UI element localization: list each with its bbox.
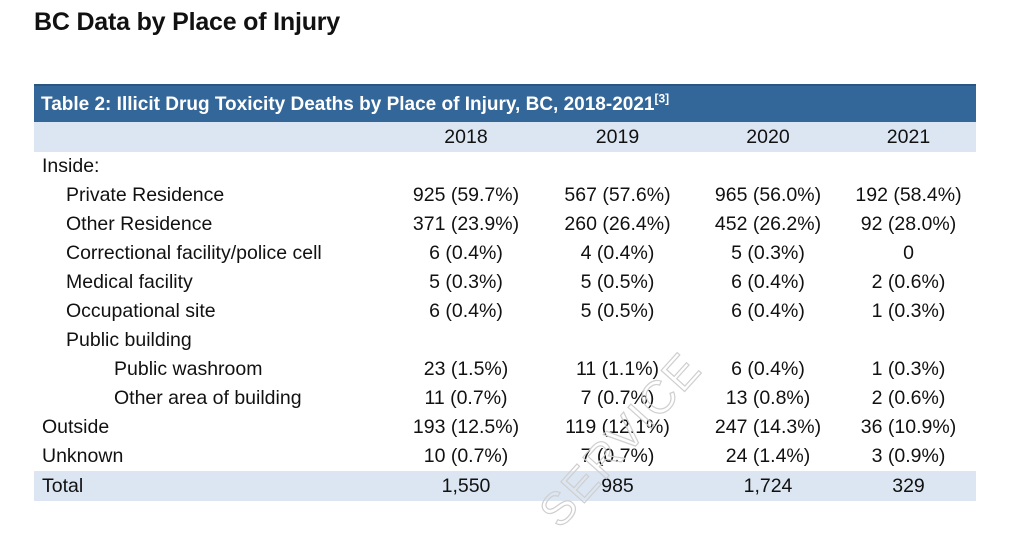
row-label: Public washroom	[114, 358, 263, 380]
row-value-2021	[841, 152, 976, 181]
row-label: Occupational site	[66, 300, 216, 322]
total-value-2019: 985	[540, 471, 695, 501]
table-row: Inside:	[34, 152, 976, 181]
row-value-2018	[392, 152, 540, 181]
total-value-2018: 1,550	[392, 471, 540, 501]
table-row: Private Residence 925 (59.7%) 567 (57.6%) 9…	[34, 181, 976, 210]
header-cell-2021: 2021	[886, 125, 931, 148]
table-row: Unknown 10 (0.7%) 7 (0.7%) 24 (1.4%) 3 (0.9%…	[34, 442, 976, 471]
row-value-2020: 5 (0.3%)	[731, 242, 805, 264]
table-row: Other area of building 11 (0.7%) 7 (0.7%) 1…	[34, 384, 976, 413]
row-value-2021: 1 (0.3%)	[871, 358, 946, 380]
header-cell-2019: 2019	[595, 125, 640, 148]
row-label: Private Residence	[66, 184, 225, 206]
row-value-2020: 6 (0.4%)	[731, 358, 805, 380]
row-value-2019: 7 (0.7%)	[580, 387, 655, 409]
total-value-2021: 329	[841, 471, 976, 501]
row-value-2020: 452 (26.2%)	[714, 213, 822, 235]
row-value-2021	[841, 326, 976, 355]
row-value-2019: 5 (0.5%)	[580, 271, 655, 293]
row-value-2019: 119 (12.1%)	[565, 416, 670, 438]
row-value-2018	[392, 326, 540, 355]
row-value-2020: 247 (14.3%)	[714, 416, 822, 438]
row-value-2019: 260 (26.4%)	[564, 213, 671, 235]
row-value-2019: 567 (57.6%)	[564, 184, 671, 206]
row-label: Correctional facility/police cell	[66, 242, 322, 264]
total-value-2020: 1,724	[695, 471, 841, 501]
data-table-container: Table 2: Illicit Drug Toxicity Deaths by…	[34, 84, 976, 501]
row-label: Outside	[42, 416, 110, 438]
row-label: Other area of building	[114, 387, 302, 409]
row-value-2018: 925 (59.7%)	[412, 184, 520, 206]
table-body: Inside: Private Residence 925 (59.7%) 567 (…	[34, 152, 976, 471]
total-row: Total 1,550 985 1,724 329	[34, 471, 976, 501]
row-value-2021: 1 (0.3%)	[871, 300, 946, 322]
header-cell-label	[34, 122, 392, 152]
row-value-2020: 24 (1.4%)	[725, 445, 811, 467]
row-value-2021: 2 (0.6%)	[871, 387, 946, 409]
row-value-2019: 11 (1.1%)	[575, 358, 660, 380]
row-label: Medical facility	[66, 271, 193, 293]
table-header-row: 2018 2019 2020 2021	[34, 122, 976, 152]
row-value-2018: 10 (0.7%)	[423, 445, 509, 467]
table-caption-reference[interactable]: [3]	[654, 91, 670, 106]
table-caption-text: Table 2: Illicit Drug Toxicity Deaths by…	[41, 94, 655, 115]
row-value-2020: 6 (0.4%)	[731, 300, 805, 322]
row-value-2018: 371 (23.9%)	[412, 213, 520, 235]
table-row: Correctional facility/police cell 6 (0.4%…	[34, 239, 976, 268]
row-value-2018: 23 (1.5%)	[423, 358, 509, 380]
table-row: Medical facility 5 (0.3%) 5 (0.5%) 6 (0.4%)…	[34, 268, 976, 297]
header-cell-2018: 2018	[444, 125, 488, 148]
row-label: Public building	[66, 329, 192, 351]
row-value-2020: 6 (0.4%)	[731, 271, 805, 293]
table-caption: Table 2: Illicit Drug Toxicity Deaths by…	[34, 84, 976, 122]
row-value-2021: 192 (58.4%)	[855, 184, 962, 206]
row-value-2021: 36 (10.9%)	[860, 416, 957, 438]
header-cell-2020: 2020	[746, 125, 790, 148]
row-value-2021: 3 (0.9%)	[871, 445, 946, 467]
row-value-2019: 4 (0.4%)	[580, 242, 655, 264]
row-value-2018: 11 (0.7%)	[424, 387, 508, 409]
table-row: Outside 193 (12.5%) 119 (12.1%) 247 (14.3%)…	[34, 413, 976, 442]
row-label: Inside:	[42, 155, 100, 177]
row-value-2018: 193 (12.5%)	[412, 416, 520, 438]
table-row: Occupational site 6 (0.4%) 5 (0.5%) 6 (0.4%…	[34, 297, 976, 326]
table-row: Other Residence 371 (23.9%) 260 (26.4%) 452…	[34, 210, 976, 239]
row-value-2021: 92 (28.0%)	[860, 213, 957, 235]
table-row: Public building	[34, 326, 976, 355]
row-value-2019: 7 (0.7%)	[580, 445, 655, 467]
row-value-2021: 0	[903, 242, 914, 264]
row-value-2018: 5 (0.3%)	[429, 271, 503, 293]
row-value-2020	[695, 326, 841, 355]
row-label: Unknown	[42, 445, 124, 467]
row-label: Other Residence	[66, 213, 213, 235]
page-title: BC Data by Place of Injury	[34, 8, 340, 36]
total-label: Total	[34, 471, 392, 501]
place-of-injury-table: 2018 2019 2020 2021 Inside: Private Resid…	[34, 122, 976, 501]
row-value-2019	[540, 326, 695, 355]
row-value-2020	[695, 152, 841, 181]
row-value-2019: 5 (0.5%)	[580, 300, 655, 322]
row-value-2021: 2 (0.6%)	[871, 271, 946, 293]
row-value-2018: 6 (0.4%)	[429, 242, 503, 264]
row-value-2020: 965 (56.0%)	[714, 184, 822, 206]
row-value-2020: 13 (0.8%)	[725, 387, 811, 409]
row-value-2019	[540, 152, 695, 181]
table-row: Public washroom 23 (1.5%) 11 (1.1%) 6 (0.4%…	[34, 355, 976, 384]
row-value-2018: 6 (0.4%)	[429, 300, 503, 322]
